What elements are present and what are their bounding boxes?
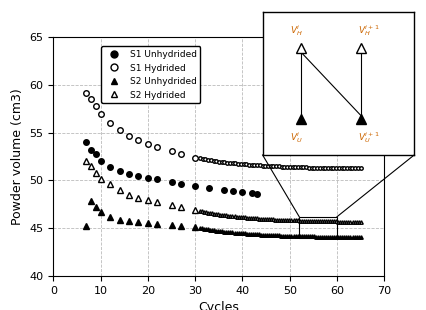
S1 Unhydrided [135,174,141,178]
S2 Unhydrided [83,224,89,228]
Bar [299,217,336,238]
S2 Hydrided [135,196,141,199]
S2 Unhydrided [93,205,98,209]
Text: $V_H^{i+1}$: $V_H^{i+1}$ [357,23,379,38]
S1 Hydrided [117,128,122,132]
Legend: S1 Unhydrided, S1 Hydrided, S2 Unhydrided, S2 Hydrided: S1 Unhydrided, S1 Hydrided, S2 Unhydride… [101,46,200,103]
S1 Unhydrided [145,176,150,179]
Text: $V_H^i$: $V_H^i$ [290,23,302,38]
S1 Unhydrided [83,140,89,144]
S1 Hydrided [83,91,89,95]
S2 Hydrided [155,201,160,204]
S2 Unhydrided [89,200,94,203]
S1 Hydrided [93,104,98,108]
S1 Unhydrided [230,189,235,193]
S1 Unhydrided [126,172,131,175]
X-axis label: Cycles: Cycles [198,301,239,310]
S1 Unhydrided [107,165,112,169]
S1 Hydrided [155,145,160,149]
S2 Unhydrided [192,225,197,229]
Line: S1 Hydrided: S1 Hydrided [83,90,198,160]
S1 Unhydrided [192,184,197,188]
S2 Hydrided [117,188,122,192]
Line: S2 Unhydrided: S2 Unhydrided [83,199,198,230]
S1 Hydrided [126,134,131,137]
S2 Hydrided [192,208,197,212]
S2 Unhydrided [117,218,122,221]
S1 Hydrided [89,97,94,101]
S1 Hydrided [98,112,103,115]
S2 Hydrided [169,203,174,207]
S1 Hydrided [192,156,197,159]
S2 Hydrided [98,177,103,180]
S2 Hydrided [93,171,98,175]
S2 Unhydrided [178,224,183,228]
S1 Unhydrided [206,186,211,190]
S2 Hydrided [89,164,94,168]
S2 Unhydrided [169,224,174,227]
Line: S2 Hydrided: S2 Hydrided [83,158,198,213]
S2 Hydrided [145,199,150,202]
S1 Unhydrided [178,182,183,186]
S2 Hydrided [83,159,89,163]
S2 Unhydrided [126,219,131,223]
S1 Unhydrided [169,180,174,184]
S2 Unhydrided [145,222,150,225]
S1 Hydrided [107,121,112,125]
S1 Hydrided [145,142,150,146]
S2 Unhydrided [155,223,160,226]
Text: $V_U^i$: $V_U^i$ [290,130,302,145]
S1 Unhydrided [98,159,103,163]
S2 Unhydrided [98,210,103,214]
S1 Hydrided [169,149,174,153]
Text: $V_U^{i+1}$: $V_U^{i+1}$ [357,130,379,145]
Y-axis label: Powder volume (cm3): Powder volume (cm3) [11,88,24,225]
S2 Hydrided [107,182,112,186]
S1 Hydrided [178,152,183,156]
S1 Unhydrided [253,192,259,196]
S1 Unhydrided [89,148,94,152]
S2 Hydrided [126,193,131,197]
S1 Unhydrided [155,178,160,181]
S1 Unhydrided [221,188,226,192]
S1 Unhydrided [249,191,254,195]
S1 Unhydrided [117,169,122,173]
S1 Hydrided [135,139,141,142]
S2 Unhydrided [135,221,141,224]
S2 Unhydrided [107,215,112,219]
S1 Unhydrided [93,152,98,156]
S1 Unhydrided [239,190,245,194]
S2 Hydrided [178,205,183,209]
Line: S1 Unhydrided: S1 Unhydrided [83,140,259,197]
